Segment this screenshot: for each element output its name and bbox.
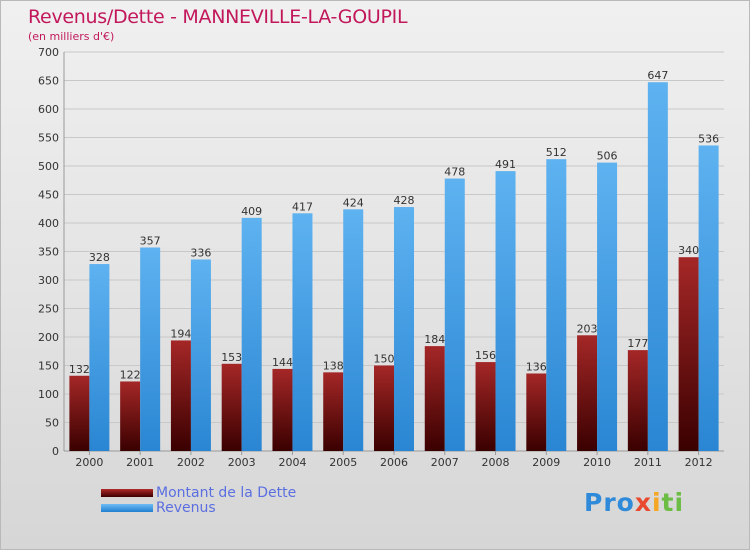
bar-dette (577, 335, 598, 451)
bar-revenus (444, 178, 465, 452)
data-label-dette: 150 (374, 353, 395, 366)
chart-subtitle: (en milliers d'€) (28, 30, 115, 43)
bar-dette (170, 340, 191, 451)
logo-part-4: ti (661, 488, 685, 517)
data-label-revenus: 478 (444, 166, 465, 179)
legend-swatch-dette (101, 489, 153, 497)
y-tick-label: 100 (38, 388, 59, 401)
x-tick-label: 2005 (329, 456, 357, 469)
bar-dette (272, 368, 293, 451)
logo-part-2: x (634, 488, 652, 517)
x-tick-label: 2010 (583, 456, 611, 469)
bar-revenus (495, 171, 516, 451)
data-label-dette: 138 (323, 359, 344, 372)
bar-revenus (89, 264, 110, 451)
bar-dette (221, 363, 242, 451)
bar-dette (475, 362, 496, 451)
legend-label-dette: Montant de la Dette (156, 485, 297, 501)
y-tick-label: 700 (38, 46, 59, 59)
x-tick-label: 2004 (278, 456, 306, 469)
y-tick-label: 600 (38, 103, 59, 116)
data-label-dette: 153 (221, 351, 242, 364)
bar-dette (374, 365, 394, 451)
x-tick-label: 2011 (634, 456, 662, 469)
data-label-revenus: 328 (89, 251, 110, 264)
bar-dette (678, 257, 699, 451)
data-label-revenus: 409 (241, 205, 262, 218)
data-label-dette: 340 (678, 244, 699, 257)
data-label-revenus: 424 (343, 196, 364, 209)
bar-dette (424, 346, 445, 451)
data-label-revenus: 336 (190, 246, 211, 259)
bar-dette (323, 372, 344, 451)
logo-part-1: Pro (584, 488, 635, 517)
data-label-dette: 203 (577, 322, 598, 335)
bar-revenus (190, 259, 211, 451)
data-label-revenus: 512 (546, 146, 567, 159)
data-label-dette: 132 (69, 363, 90, 376)
y-tick-label: 300 (38, 274, 59, 287)
data-label-dette: 184 (424, 333, 445, 346)
legend-swatch-revenus (101, 504, 153, 512)
data-label-revenus: 536 (698, 132, 719, 145)
bar-revenus (698, 145, 719, 452)
x-tick-label: 2003 (228, 456, 256, 469)
bar-revenus (140, 247, 161, 451)
x-tick-label: 2000 (75, 456, 103, 469)
bar-dette (69, 375, 90, 451)
bar-revenus (647, 82, 668, 452)
chart-title: Revenus/Dette - MANNEVILLE-LA-GOUPIL (28, 6, 408, 28)
bar-revenus (343, 209, 364, 451)
data-label-revenus: 647 (647, 69, 668, 82)
x-tick-label: 2007 (431, 456, 459, 469)
data-label-dette: 156 (475, 349, 496, 362)
logo-part-3: i (651, 488, 662, 517)
data-label-dette: 122 (120, 368, 141, 381)
y-tick-label: 200 (38, 331, 59, 344)
bar-dette (120, 381, 141, 451)
x-tick-label: 2012 (685, 456, 713, 469)
data-label-revenus: 417 (292, 200, 313, 213)
y-tick-label: 550 (38, 132, 59, 145)
bar-dette (526, 373, 547, 451)
bar-dette (627, 350, 648, 451)
y-tick-label: 400 (38, 217, 59, 230)
y-tick-label: 450 (38, 189, 59, 202)
x-tick-label: 2009 (532, 456, 560, 469)
x-tick-label: 2008 (482, 456, 510, 469)
x-tick-label: 2006 (380, 456, 408, 469)
data-label-revenus: 357 (140, 235, 161, 248)
bar-revenus (597, 162, 618, 451)
legend-label-revenus: Revenus (156, 500, 216, 516)
bar-revenus (394, 207, 414, 451)
data-label-revenus: 428 (394, 194, 415, 207)
data-label-dette: 177 (627, 337, 648, 350)
bar-revenus (292, 213, 313, 451)
data-label-dette: 194 (170, 327, 191, 340)
x-tick-label: 2002 (177, 456, 205, 469)
bar-revenus (546, 159, 567, 451)
y-tick-label: 650 (38, 75, 59, 88)
y-tick-label: 250 (38, 303, 59, 316)
y-tick-label: 150 (38, 360, 59, 373)
y-tick-label: 500 (38, 160, 59, 173)
y-tick-label: 350 (38, 246, 59, 259)
data-label-revenus: 506 (597, 150, 618, 163)
y-tick-label: 50 (45, 417, 59, 430)
y-tick-label: 0 (52, 445, 59, 458)
bar-revenus (241, 217, 262, 451)
data-label-dette: 144 (272, 356, 293, 369)
data-label-revenus: 491 (495, 158, 516, 171)
proxiti-logo: Proxiti (584, 488, 684, 517)
x-tick-label: 2001 (126, 456, 154, 469)
data-label-dette: 136 (526, 360, 547, 373)
